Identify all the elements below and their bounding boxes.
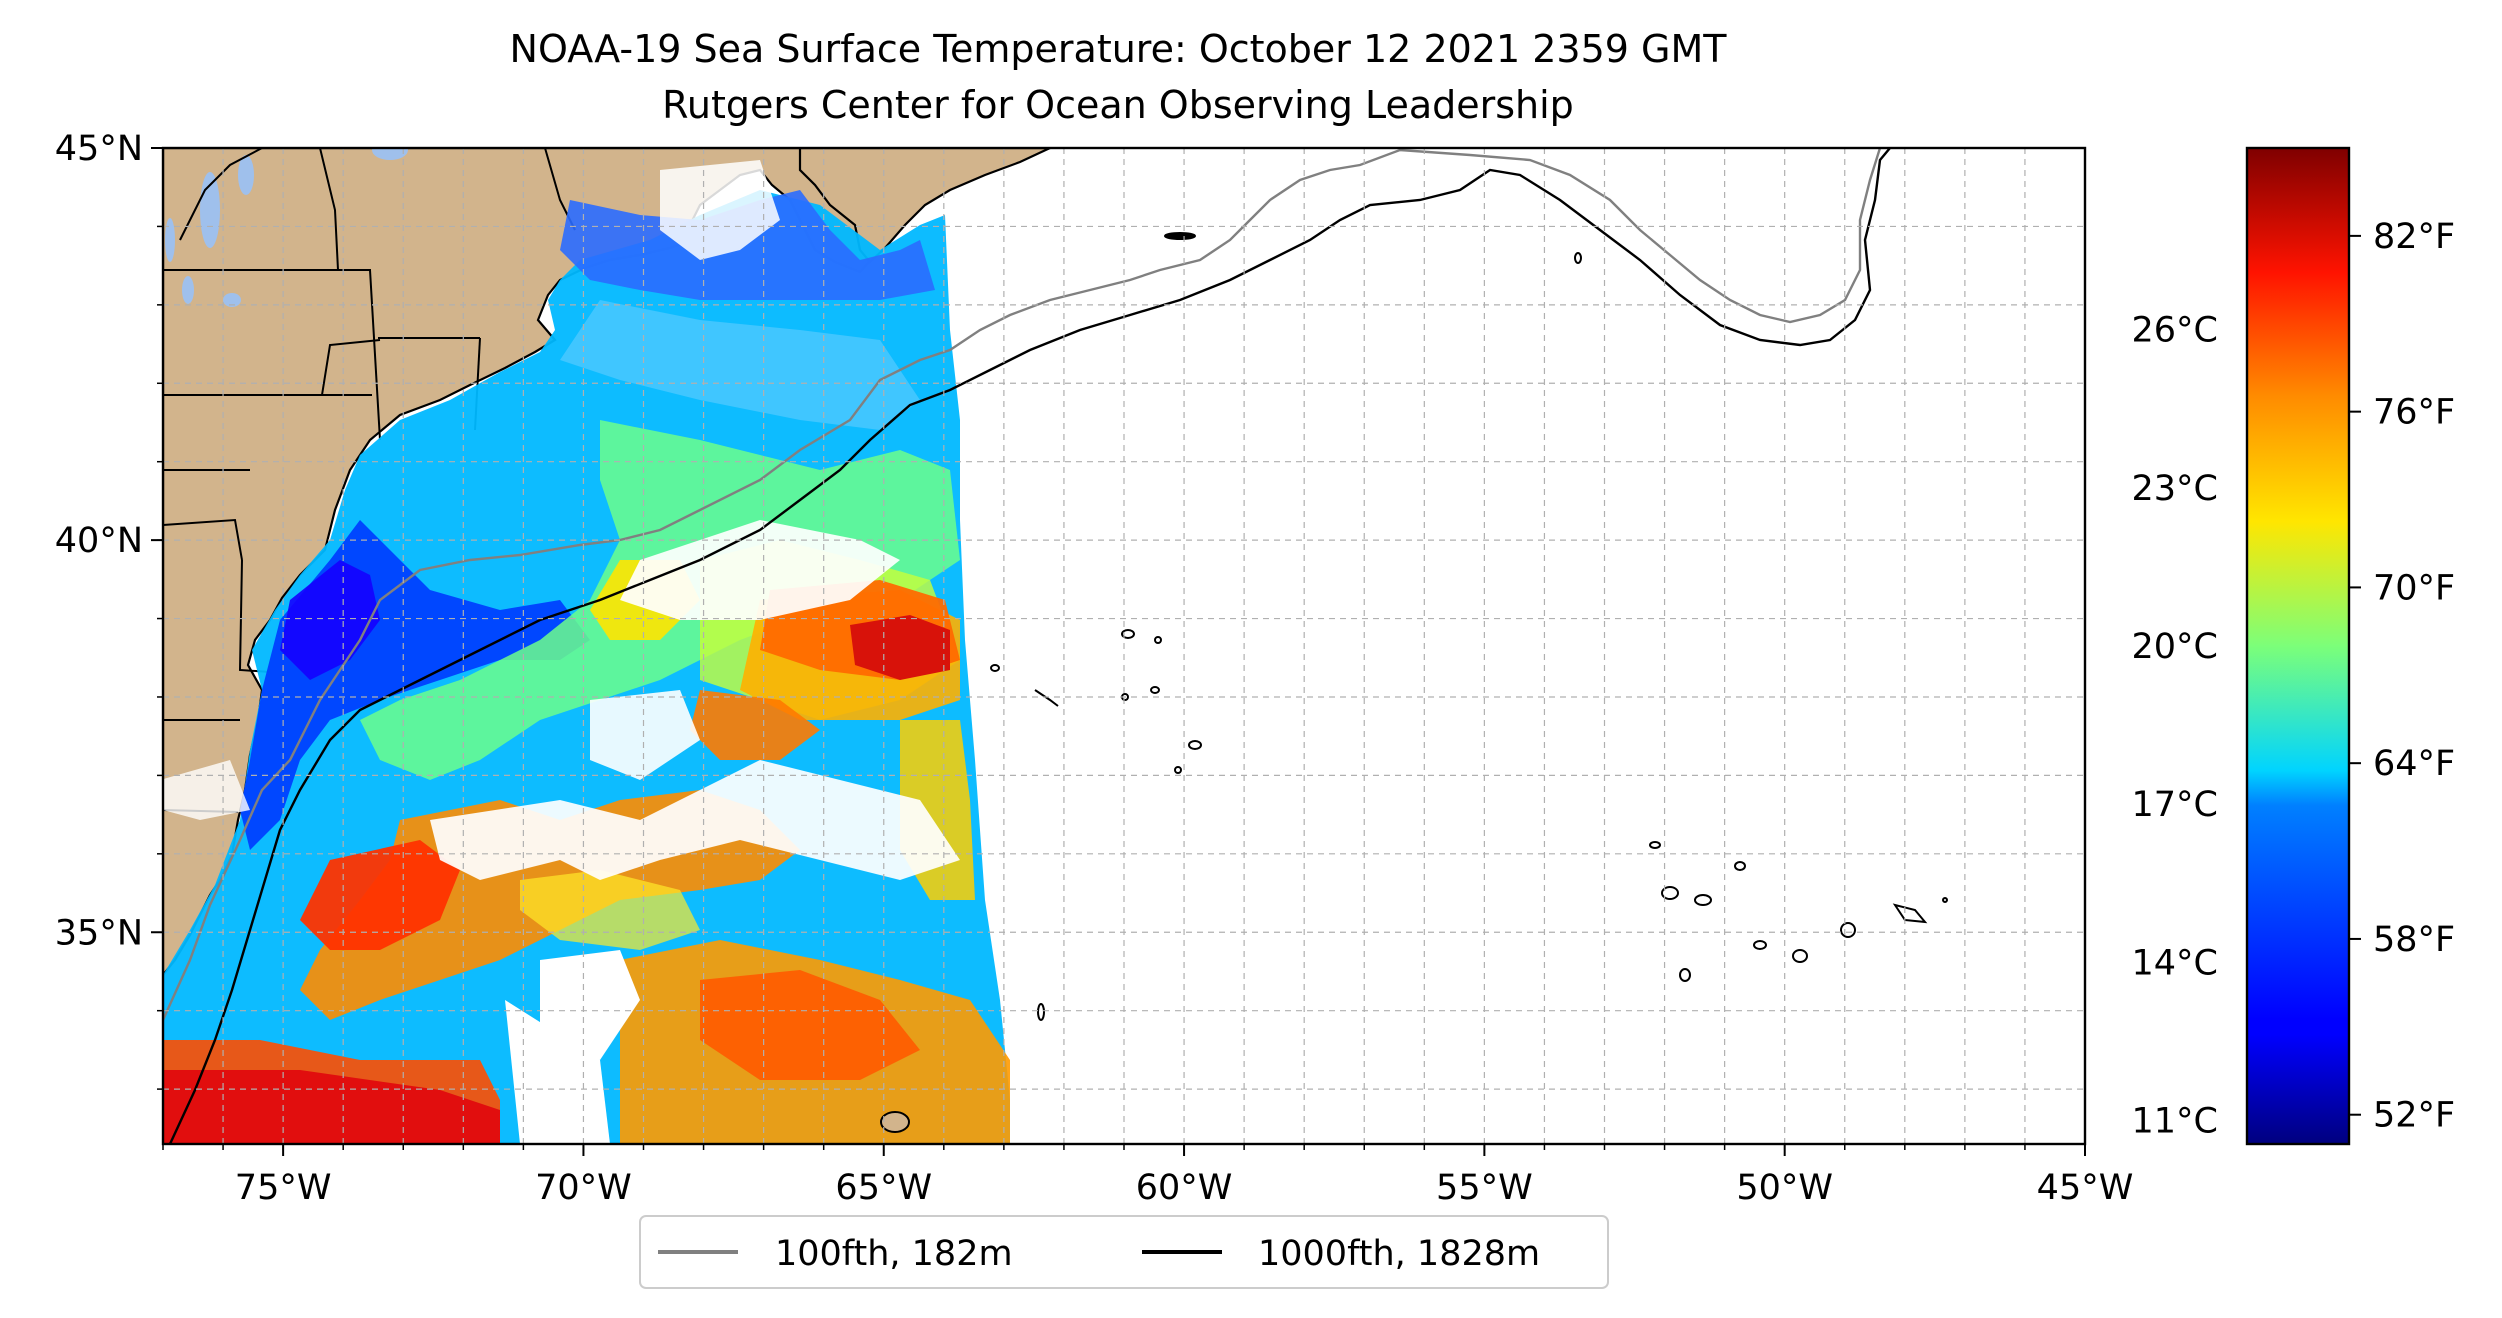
legend-box (639, 1215, 1609, 1289)
colorbar-c-label: 17°C (2132, 785, 2218, 825)
y-axis: 45°N 40°N 35°N (55, 129, 163, 1090)
x-axis: 75°W 70°W 65°W 60°W 55°W 50°W 45°W (162, 1144, 2134, 1208)
legend-label-100fth: 100fth, 182m (775, 1234, 1013, 1274)
colorbar-f-label: 70°F (2373, 568, 2455, 608)
map-area (163, 148, 2085, 1144)
colorbar-f-label: 76°F (2373, 393, 2455, 433)
x-tick-label: 50°W (1736, 1168, 1833, 1208)
lakes (165, 148, 408, 307)
legend-label-1000fth: 1000fth, 1828m (1258, 1234, 1540, 1274)
x-tick-label: 60°W (1136, 1168, 1233, 1208)
colorbar-c-label: 26°C (2132, 311, 2218, 351)
x-tick-label: 70°W (535, 1168, 632, 1208)
x-tick-label: 55°W (1436, 1168, 1533, 1208)
y-tick-label: 40°N (55, 521, 143, 561)
seamount-islands (880, 232, 1948, 1133)
colorbar-c-label: 20°C (2132, 627, 2218, 667)
y-tick-label: 45°N (55, 129, 143, 169)
map-title: NOAA-19 Sea Surface Temperature: October… (510, 27, 1728, 71)
map-subtitle: Rutgers Center for Ocean Observing Leade… (662, 83, 1574, 127)
colorbar-gradient (2245, 146, 2351, 1146)
x-tick-label: 45°W (2037, 1168, 2134, 1208)
y-tick-label: 35°N (55, 913, 143, 953)
colorbar-c-label: 14°C (2132, 943, 2218, 983)
colorbar-c-label: 23°C (2132, 469, 2218, 509)
colorbar-c-label: 11°C (2132, 1102, 2218, 1142)
x-tick-label: 75°W (235, 1168, 332, 1208)
colorbar-f-label: 82°F (2373, 217, 2455, 257)
contour-1000fth (168, 148, 1891, 1144)
x-tick-label: 65°W (835, 1168, 932, 1208)
gridlines (163, 148, 2085, 1144)
colorbar-ticks: 82°F 76°F 70°F 64°F 58°F 52°F 26°C 23°C 20°C 17°C… (2132, 217, 2456, 1142)
colorbar-f-label: 64°F (2373, 744, 2455, 784)
colorbar-f-label: 58°F (2373, 920, 2455, 960)
colorbar-f-label: 52°F (2373, 1096, 2455, 1136)
legend: 100fth, 182m 1000fth, 1828m (639, 1215, 1609, 1289)
contour-100fth (163, 148, 1882, 1021)
colorbar: 82°F 76°F 70°F 64°F 58°F 52°F 26°C 23°C 20°C 17°C… (2132, 146, 2456, 1146)
sst-data-swath (163, 160, 1010, 1144)
